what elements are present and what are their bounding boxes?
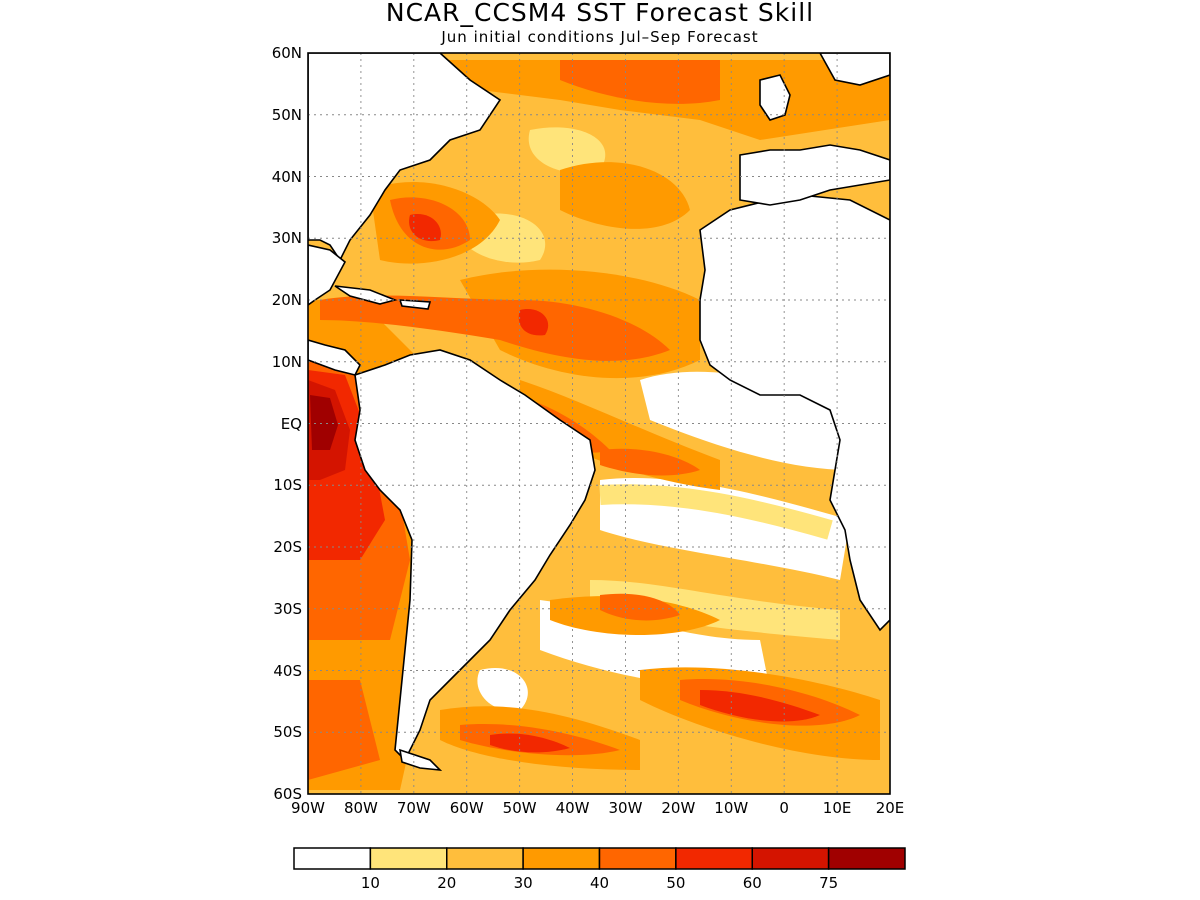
lat-tick-label: 60S (273, 785, 302, 803)
lon-tick-label: 20W (661, 799, 696, 817)
lon-tick-label: 10E (822, 799, 852, 817)
lat-tick-label: 40N (271, 167, 302, 186)
lat-tick-label: 10S (273, 476, 302, 495)
lon-tick-label: 10W (714, 799, 749, 817)
lat-tick-label: 30N (271, 229, 302, 248)
lat-tick-label: 20N (271, 291, 302, 309)
colorbar-tick-label: 10 (360, 874, 380, 892)
colorbar-swatch (751, 847, 830, 870)
land-masses (308, 53, 890, 772)
colorbar-swatch (369, 847, 448, 870)
lon-tick-label: 30W (608, 799, 643, 817)
lat-tick-label: 50S (273, 723, 302, 742)
colorbar-swatch (598, 847, 677, 870)
map-title: NCAR_CCSM4 SST Forecast Skill (385, 0, 815, 27)
lat-tick-label: 20S (273, 538, 302, 556)
map-subtitle: Jun initial conditions Jul–Sep Forecast (441, 28, 759, 46)
lat-tick-label: 60N (271, 44, 302, 62)
lon-tick-label: 60W (449, 799, 484, 817)
lon-tick-label: 70W (396, 799, 431, 817)
colorbar-swatch (675, 847, 753, 870)
lon-tick-label: 50W (502, 799, 537, 817)
lat-tick-label: EQ (280, 414, 302, 433)
lon-tick-label: 20E (875, 799, 905, 817)
lat-tick-label: 50N (271, 105, 302, 124)
lon-tick-label: 40W (555, 799, 590, 817)
colorbar-tick-label: 40 (589, 874, 610, 892)
colorbar-tick-label: 50 (666, 874, 686, 892)
colorbar-swatch (522, 847, 601, 870)
colorbar-swatch (293, 847, 372, 870)
lon-tick-label: 0 (779, 799, 789, 817)
lat-lon-grid (308, 53, 890, 794)
colorbar-swatch (827, 847, 906, 870)
lon-tick-label: 90W (291, 799, 325, 817)
colorbar-tick-label: 60 (742, 874, 762, 892)
lat-tick-label: 30S (273, 599, 302, 618)
lat-tick-label: 40S (273, 661, 302, 680)
lon-tick-label: 80W (343, 799, 378, 817)
lat-tick-label: 10N (271, 352, 302, 371)
colorbar-tick-label: 30 (513, 874, 533, 892)
colorbar-tick-label: 20 (437, 874, 457, 892)
colorbar-swatch (446, 847, 524, 870)
colorbar (293, 847, 906, 870)
map-frame (307, 52, 891, 795)
colorbar-tick-label: 75 (819, 874, 839, 892)
